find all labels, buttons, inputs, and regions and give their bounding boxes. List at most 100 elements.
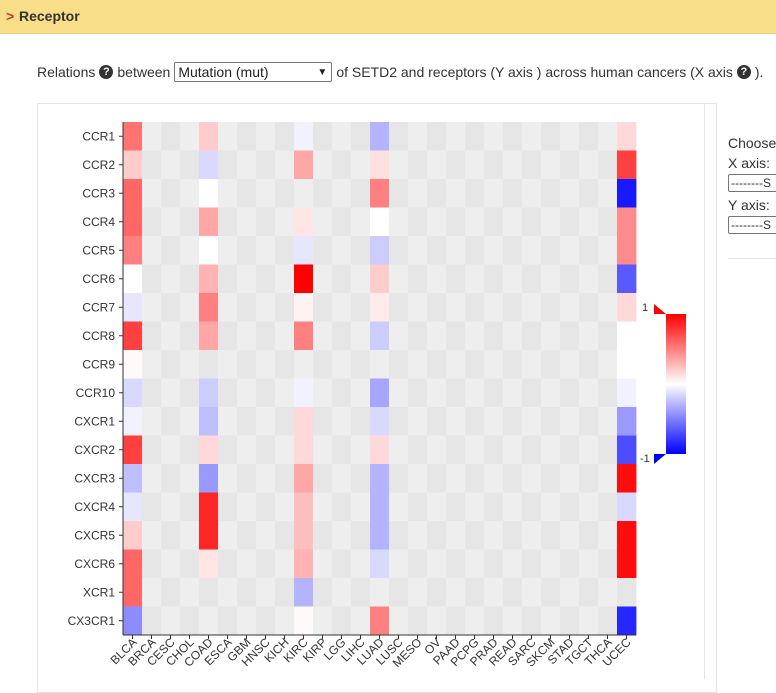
section-header[interactable]: > Receptor [0, 0, 776, 34]
heatmap-cell-CXCR3-KIRC[interactable] [294, 464, 314, 493]
heatmap-cell-CXCR2-UCEC[interactable] [617, 435, 637, 465]
heatmap-cell-CCR7-CHOL[interactable] [180, 293, 200, 322]
heatmap-cell-CXCR1-BRCA[interactable] [142, 407, 162, 436]
heatmap-cell-XCR1-GBM[interactable] [237, 578, 257, 607]
heatmap-cell-CCR3-KIRC[interactable] [294, 179, 314, 208]
heatmap-cell-CCR6-KICH[interactable] [275, 264, 295, 294]
heatmap-cell-CX3CR1-TGCT[interactable] [579, 606, 599, 636]
heatmap-cell-CCR9-LUAD[interactable] [370, 350, 390, 379]
heatmap-cell-CCR3-SARC[interactable] [522, 179, 542, 208]
heatmap-cell-CCR7-PCPG[interactable] [465, 293, 485, 322]
heatmap-cell-XCR1-ESCA[interactable] [218, 578, 238, 607]
heatmap-cell-CCR3-LIHC[interactable] [351, 179, 371, 208]
heatmap-cell-CCR1-PAAD[interactable] [446, 122, 466, 151]
heatmap-cell-CXCR4-HNSC[interactable] [256, 492, 276, 522]
heatmap-cell-CXCR3-BLCA[interactable] [123, 464, 143, 493]
heatmap-cell-CCR4-STAD[interactable] [560, 207, 580, 237]
heatmap-cell-CCR10-PAAD[interactable] [446, 378, 466, 408]
heatmap-cell-CX3CR1-SARC[interactable] [522, 606, 542, 636]
heatmap-cell-CCR4-CHOL[interactable] [180, 207, 200, 237]
heatmap-cell-CXCR3-GBM[interactable] [237, 464, 257, 493]
heatmap-cell-XCR1-LUAD[interactable] [370, 578, 390, 607]
heatmap-cell-CXCR5-BLCA[interactable] [123, 521, 143, 550]
heatmap-cell-CCR7-ESCA[interactable] [218, 293, 238, 322]
heatmap-cell-CCR1-SARC[interactable] [522, 122, 542, 151]
heatmap-cell-CXCR2-GBM[interactable] [237, 435, 257, 465]
heatmap-cell-XCR1-UCEC[interactable] [617, 578, 637, 607]
heatmap-cell-CCR5-LUSC[interactable] [389, 236, 409, 265]
heatmap-cell-CXCR1-LUSC[interactable] [389, 407, 409, 436]
heatmap-cell-CCR1-READ[interactable] [503, 122, 523, 151]
heatmap-cell-CCR3-COAD[interactable] [199, 179, 219, 208]
heatmap-cell-CCR8-ESCA[interactable] [218, 321, 238, 351]
heatmap-cell-CXCR6-LIHC[interactable] [351, 549, 371, 579]
heatmap-cell-CXCR3-PRAD[interactable] [484, 464, 504, 493]
heatmap-cell-CCR2-CESC[interactable] [161, 150, 181, 180]
heatmap-cell-CCR2-KIRP[interactable] [313, 150, 333, 180]
heatmap-cell-XCR1-PAAD[interactable] [446, 578, 466, 607]
heatmap-cell-CXCR5-BRCA[interactable] [142, 521, 162, 550]
heatmap-cell-CCR3-SKCM[interactable] [541, 179, 561, 208]
heatmap-cell-CCR8-HNSC[interactable] [256, 321, 276, 351]
heatmap-cell-CXCR5-PAAD[interactable] [446, 521, 466, 550]
heatmap-cell-CXCR2-LIHC[interactable] [351, 435, 371, 465]
heatmap-cell-CCR7-READ[interactable] [503, 293, 523, 322]
heatmap-cell-CXCR1-KIRP[interactable] [313, 407, 333, 436]
heatmap-cell-CXCR4-KIRC[interactable] [294, 492, 314, 522]
heatmap-cell-CCR8-MESO[interactable] [408, 321, 428, 351]
heatmap-cell-CXCR2-COAD[interactable] [199, 435, 219, 465]
heatmap-cell-CCR1-PRAD[interactable] [484, 122, 504, 151]
heatmap-cell-CXCR2-PCPG[interactable] [465, 435, 485, 465]
heatmap-cell-CXCR4-BLCA[interactable] [123, 492, 143, 522]
heatmap-cell-CXCR6-STAD[interactable] [560, 549, 580, 579]
heatmap-cell-CXCR3-SKCM[interactable] [541, 464, 561, 493]
heatmap-cell-CCR2-SARC[interactable] [522, 150, 542, 180]
heatmap-cell-CCR2-HNSC[interactable] [256, 150, 276, 180]
heatmap-cell-CCR10-PCPG[interactable] [465, 378, 485, 408]
heatmap-cell-CCR3-UCEC[interactable] [617, 179, 637, 208]
heatmap-cell-CX3CR1-LUAD[interactable] [370, 606, 390, 636]
heatmap-cell-CX3CR1-CESC[interactable] [161, 606, 181, 636]
heatmap-cell-XCR1-LIHC[interactable] [351, 578, 371, 607]
heatmap-cell-CCR10-MESO[interactable] [408, 378, 428, 408]
heatmap-cell-CX3CR1-KIRC[interactable] [294, 606, 314, 636]
heatmap-cell-CXCR6-SKCM[interactable] [541, 549, 561, 579]
x-axis-select[interactable]: --------S [728, 174, 776, 192]
heatmap-cell-CCR10-OV[interactable] [427, 378, 447, 408]
heatmap-cell-CCR10-THCA[interactable] [598, 378, 618, 408]
heatmap-cell-CCR8-COAD[interactable] [199, 321, 219, 351]
heatmap-cell-CCR9-THCA[interactable] [598, 350, 618, 379]
heatmap-cell-CXCR5-UCEC[interactable] [617, 521, 637, 550]
heatmap-cell-CCR1-KIRC[interactable] [294, 122, 314, 151]
heatmap-cell-CXCR6-ESCA[interactable] [218, 549, 238, 579]
heatmap-cell-CXCR5-COAD[interactable] [199, 521, 219, 550]
heatmap-cell-CCR1-KIRP[interactable] [313, 122, 333, 151]
heatmap-cell-CXCR2-KIRC[interactable] [294, 435, 314, 465]
heatmap-cell-CXCR4-CHOL[interactable] [180, 492, 200, 522]
heatmap-cell-CXCR2-LUAD[interactable] [370, 435, 390, 465]
heatmap-cell-XCR1-THCA[interactable] [598, 578, 618, 607]
heatmap-cell-CXCR4-LGG[interactable] [332, 492, 352, 522]
heatmap-cell-CCR7-UCEC[interactable] [617, 293, 637, 322]
heatmap-cell-CX3CR1-LGG[interactable] [332, 606, 352, 636]
heatmap-cell-CXCR3-UCEC[interactable] [617, 464, 637, 493]
heatmap-cell-CCR3-PAAD[interactable] [446, 179, 466, 208]
heatmap-cell-CCR8-KICH[interactable] [275, 321, 295, 351]
heatmap-cell-CCR7-LGG[interactable] [332, 293, 352, 322]
heatmap-cell-CXCR6-THCA[interactable] [598, 549, 618, 579]
heatmap-cell-CXCR6-LUSC[interactable] [389, 549, 409, 579]
heatmap-cell-CCR7-BLCA[interactable] [123, 293, 143, 322]
heatmap-cell-CCR7-LUSC[interactable] [389, 293, 409, 322]
heatmap-cell-CCR9-COAD[interactable] [199, 350, 219, 379]
heatmap-cell-CCR6-MESO[interactable] [408, 264, 428, 294]
heatmap-cell-CCR8-PAAD[interactable] [446, 321, 466, 351]
heatmap-cell-CCR6-ESCA[interactable] [218, 264, 238, 294]
heatmap-cell-CCR5-THCA[interactable] [598, 236, 618, 265]
heatmap-cell-CCR8-LIHC[interactable] [351, 321, 371, 351]
heatmap-cell-CCR3-TGCT[interactable] [579, 179, 599, 208]
heatmap-cell-CCR5-SARC[interactable] [522, 236, 542, 265]
heatmap-cell-CCR2-KICH[interactable] [275, 150, 295, 180]
heatmap-cell-CXCR6-TGCT[interactable] [579, 549, 599, 579]
heatmap-cell-CCR7-HNSC[interactable] [256, 293, 276, 322]
heatmap-cell-CCR1-BLCA[interactable] [123, 122, 143, 151]
